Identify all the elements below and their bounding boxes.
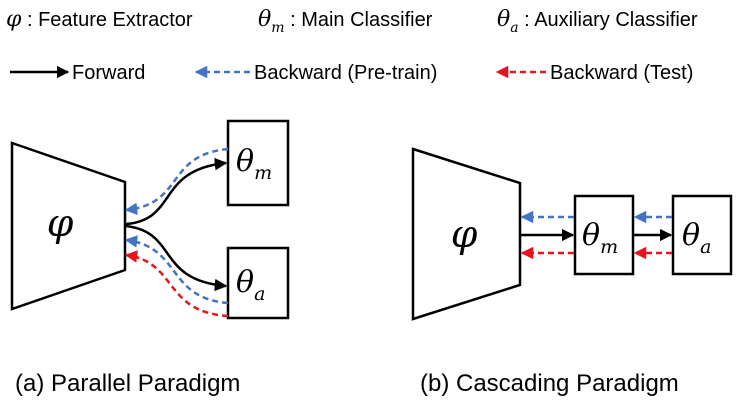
- legend-separator: :: [21, 9, 38, 31]
- theta-subscript: m: [600, 236, 618, 258]
- main-classifier-symbol: θm: [236, 144, 272, 184]
- legend-separator: :: [519, 9, 535, 31]
- theta-symbol: θ: [258, 7, 271, 32]
- legend-def-main-classifier: θm : Main Classifier: [258, 7, 433, 36]
- pretrain-arrow-from-main: [124, 147, 229, 216]
- forward-arrow-to-main: [125, 157, 228, 226]
- legend-def-text: Feature Extractor: [38, 9, 193, 31]
- panel-parallel: φ θm θa (a) Parallel Paradigm: [10, 119, 290, 397]
- main-classifier-block: [573, 194, 635, 276]
- theta-subscript: a: [700, 236, 711, 258]
- theta-subscript: a: [510, 20, 518, 36]
- main-classifier-block: [226, 119, 290, 207]
- theta-symbol: θ: [497, 7, 510, 32]
- legend-def-text: Auxiliary Classifier: [534, 9, 698, 31]
- theta-symbol: θ: [236, 144, 254, 179]
- legend-separator: :: [285, 9, 302, 31]
- aux-classifier-block: [226, 246, 290, 320]
- aux-classifier-symbol: θa: [682, 218, 711, 258]
- caption-parallel: (a) Parallel Paradigm: [15, 370, 240, 397]
- legend-definitions: φ : Feature Extractor θm : Main Classifi…: [6, 7, 698, 36]
- feature-extractor-symbol: φ: [451, 212, 478, 256]
- feature-extractor-block: [10, 141, 127, 311]
- theta-symbol: θ: [236, 265, 254, 300]
- legend-def-text: Main Classifier: [301, 9, 432, 31]
- legend-pretrain-label: Backward (Pre-train): [254, 62, 437, 84]
- phi-symbol: φ: [6, 7, 22, 32]
- aux-classifier-block: [671, 194, 733, 276]
- legend-test-label: Backward (Test): [550, 62, 693, 84]
- theta-symbol: θ: [682, 218, 700, 253]
- theta-subscript: a: [254, 283, 265, 305]
- feature-extractor-block: [411, 147, 522, 321]
- caption-cascading: (b) Cascading Paradigm: [420, 370, 679, 397]
- test-arrow-from-aux: [124, 250, 229, 318]
- theta-subscript: m: [271, 20, 284, 36]
- theta-subscript: m: [254, 162, 272, 184]
- main-classifier-symbol: θm: [582, 218, 618, 258]
- pretrain-arrow-from-aux: [124, 235, 229, 305]
- legend-def-aux-classifier: θa : Auxiliary Classifier: [497, 7, 698, 36]
- legend-def-feature-extractor: φ : Feature Extractor: [6, 7, 193, 32]
- legend-arrows: Forward Backward (Pre-train) Backward (T…: [10, 62, 693, 84]
- forward-arrow-to-aux: [125, 224, 228, 292]
- theta-symbol: θ: [582, 218, 600, 253]
- legend-forward-label: Forward: [72, 62, 145, 84]
- aux-classifier-symbol: θa: [236, 265, 265, 305]
- feature-extractor-symbol: φ: [47, 201, 74, 245]
- panel-cascading: φ θm θa (b) Cascading Paradigm: [411, 147, 733, 397]
